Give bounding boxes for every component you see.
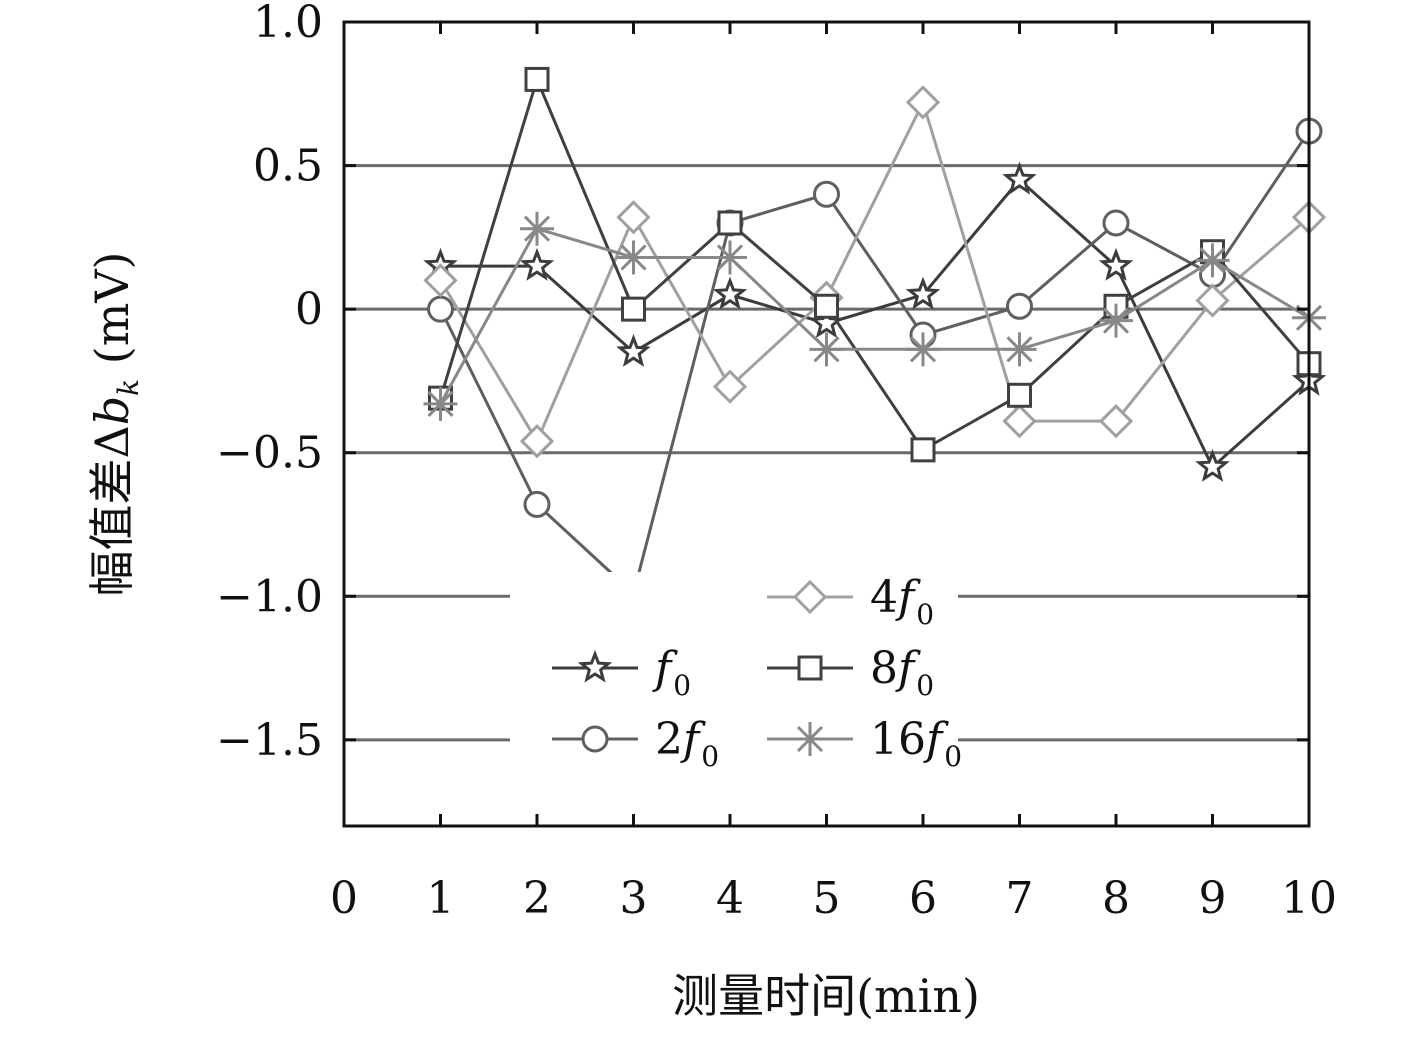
data-point xyxy=(1195,243,1230,278)
x-tick-label: 9 xyxy=(1199,873,1227,924)
y-tick-label: −0.5 xyxy=(216,428,323,479)
x-tick-label: 6 xyxy=(909,873,937,924)
series-line xyxy=(439,98,1310,445)
legend-marker xyxy=(797,655,823,681)
data-point xyxy=(712,369,748,404)
legend-label: 8f0 xyxy=(870,643,934,702)
y-axis-title: 幅值差Δbk (mV) xyxy=(85,251,145,596)
data-point xyxy=(814,293,839,319)
y-axis-title-sub: k xyxy=(112,379,145,396)
legend-marker xyxy=(577,649,613,683)
data-point xyxy=(713,240,747,275)
y-tick-label: 0.5 xyxy=(253,141,323,192)
data-point xyxy=(423,263,458,298)
data-point xyxy=(423,386,458,421)
y-tick-label: 1.0 xyxy=(253,0,323,48)
legend-item-f0: f0 xyxy=(552,643,691,702)
data-point xyxy=(712,276,748,310)
data-point xyxy=(1002,332,1037,367)
x-tick-label: 0 xyxy=(330,873,358,924)
data-point xyxy=(520,211,554,246)
x-tick-label: 8 xyxy=(1102,873,1130,924)
data-point xyxy=(1102,209,1130,237)
legend-marker xyxy=(581,725,609,753)
x-tick-label: 5 xyxy=(813,873,841,924)
series-2f0 xyxy=(427,117,1323,607)
data-point xyxy=(1098,404,1134,439)
x-axis-title: 测量时间(min) xyxy=(672,969,980,1023)
data-point xyxy=(905,85,941,120)
y-axis-title-suffix: (mV) xyxy=(85,251,139,378)
data-point xyxy=(519,247,555,281)
data-point xyxy=(717,210,743,236)
data-point xyxy=(1002,404,1037,439)
data-point xyxy=(1007,382,1032,408)
data-point xyxy=(621,296,646,322)
x-tick-label: 7 xyxy=(1006,873,1034,924)
series-layer xyxy=(423,66,1327,607)
x-tick-label: 2 xyxy=(523,873,551,924)
y-tick-label: 0 xyxy=(295,284,323,335)
x-tick-label: 4 xyxy=(716,873,744,924)
series-4f0 xyxy=(423,85,1327,459)
data-point xyxy=(427,295,454,323)
legend-label: f0 xyxy=(652,643,691,702)
y-axis-title-var: b xyxy=(85,396,139,425)
data-point xyxy=(905,276,941,310)
series-line xyxy=(439,226,1310,405)
y-tick-label: −1.0 xyxy=(216,571,323,622)
data-point xyxy=(616,333,651,367)
axis-ticks: 1.0 0.5 0 −0.5 −1.0 −1.5 0 1 2 3 4 5 6 7 8 9 10 xyxy=(216,0,1337,924)
series-line xyxy=(439,74,1311,452)
data-point xyxy=(1195,448,1230,482)
x-tick-label: 3 xyxy=(620,873,648,924)
x-tick-label: 10 xyxy=(1281,873,1337,924)
legend-marker xyxy=(793,722,827,756)
data-point xyxy=(809,332,844,367)
legend-item-8f0: 8f0 xyxy=(767,643,934,702)
data-point xyxy=(910,437,936,463)
series-line xyxy=(439,130,1311,597)
data-point xyxy=(1195,283,1230,318)
data-point xyxy=(523,490,551,518)
data-point xyxy=(813,180,840,208)
data-point xyxy=(616,240,651,275)
series-line xyxy=(440,177,1310,470)
data-point xyxy=(519,424,555,459)
series-f0 xyxy=(423,161,1327,482)
data-point xyxy=(524,66,550,92)
x-tick-label: 1 xyxy=(427,873,455,924)
legend-marker xyxy=(792,579,828,615)
data-point xyxy=(1006,292,1033,320)
data-point xyxy=(616,200,651,235)
data-point xyxy=(1098,247,1134,281)
data-point xyxy=(1099,303,1133,338)
data-point xyxy=(906,332,940,367)
y-tick-label: −1.5 xyxy=(216,715,323,766)
y-axis-title-prefix: 幅值差Δ xyxy=(85,425,139,596)
data-point xyxy=(1002,161,1037,195)
